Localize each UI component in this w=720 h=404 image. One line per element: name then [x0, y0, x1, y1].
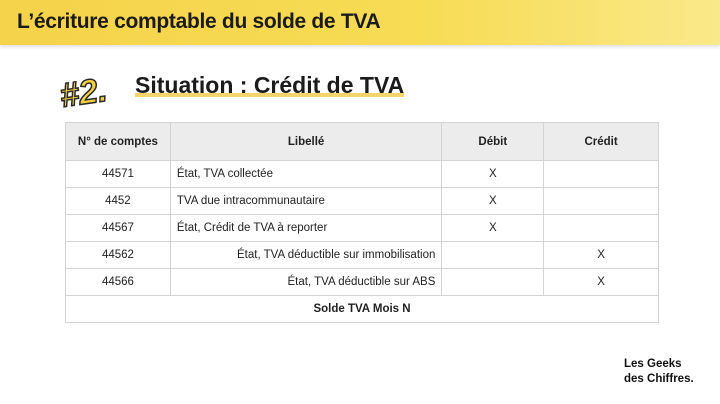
account-cell: 4452 [65, 187, 171, 215]
credit-cell [543, 214, 659, 242]
logo-line-1: Les Geeks [624, 358, 682, 370]
credit-cell: X [543, 241, 659, 269]
account-cell: 44562 [65, 241, 171, 269]
table-row: 4452 TVA due intracommunautaire X [65, 187, 659, 215]
debit-cell: X [441, 187, 545, 215]
debit-cell: X [441, 214, 545, 242]
account-cell: 44566 [65, 268, 171, 296]
account-cell: 44567 [65, 214, 171, 242]
label-cell: État, TVA déductible sur immobilisation [169, 241, 443, 269]
table-row: 44562 État, TVA déductible sur immobilisa… [65, 241, 659, 269]
balance-label: Solde TVA Mois N [65, 295, 659, 323]
column-header-label: Libellé [169, 122, 443, 161]
credit-cell [543, 187, 659, 215]
brand-logo: Les Geeks des Chiffres. [624, 357, 694, 387]
label-cell: État, TVA collectée [169, 160, 443, 188]
column-header-credit: Crédit [543, 122, 659, 161]
label-cell: État, Crédit de TVA à reporter [169, 214, 443, 242]
column-header-account: N° de comptes [65, 122, 171, 161]
table-row: 44566 État, TVA déductible sur ABS X [65, 268, 659, 296]
section-title: Situation : Crédit de TVA [135, 72, 405, 99]
table-row: 44571 État, TVA collectée X [65, 160, 659, 188]
column-header-debit: Débit [441, 122, 545, 161]
credit-cell: X [543, 268, 659, 296]
label-cell: État, TVA déductible sur ABS [169, 268, 443, 296]
title-banner: L’écriture comptable du solde de TVA [0, 0, 720, 45]
debit-cell [441, 268, 545, 296]
table-footer-row: Solde TVA Mois N [65, 295, 659, 323]
logo-line-2: des Chiffres. [624, 373, 694, 385]
accounting-entry-table: N° de comptes Libellé Débit Crédit 44571… [65, 122, 659, 323]
table-header-row: N° de comptes Libellé Débit Crédit [65, 122, 659, 161]
section-number-badge: #2. [57, 70, 111, 116]
label-cell: TVA due intracommunautaire [169, 187, 443, 215]
account-cell: 44571 [65, 160, 171, 188]
table-row: 44567 État, Crédit de TVA à reporter X [65, 214, 659, 242]
debit-cell: X [441, 160, 545, 188]
page-title: L’écriture comptable du solde de TVA [17, 10, 381, 33]
credit-cell [543, 160, 659, 188]
debit-cell [441, 241, 545, 269]
